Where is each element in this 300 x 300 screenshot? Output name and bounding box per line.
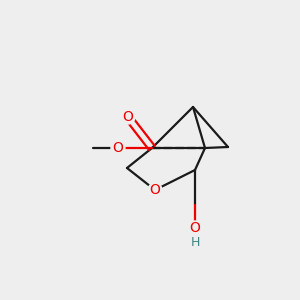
Circle shape — [188, 235, 202, 249]
Text: O: O — [190, 221, 200, 235]
Text: O: O — [112, 141, 123, 155]
Circle shape — [111, 141, 125, 155]
Circle shape — [148, 183, 162, 197]
Circle shape — [121, 110, 135, 124]
Text: O: O — [150, 183, 160, 197]
Text: O: O — [123, 110, 134, 124]
Text: H: H — [190, 236, 200, 248]
Circle shape — [188, 221, 202, 235]
